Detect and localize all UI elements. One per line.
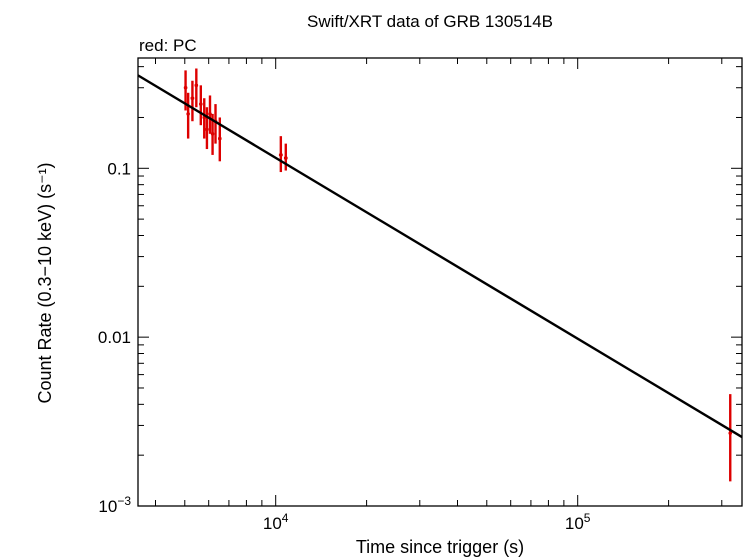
data-point	[210, 132, 215, 136]
data-point	[728, 431, 733, 435]
data-point	[199, 102, 203, 106]
fit-line	[137, 74, 743, 439]
axis-ticks	[138, 58, 742, 507]
chart-title: Swift/XRT data of GRB 130514B	[307, 12, 553, 31]
x-tick-label: 104	[263, 511, 289, 533]
plot-area	[137, 57, 743, 507]
x-axis-label: Time since trigger (s)	[356, 537, 524, 557]
data-point	[279, 153, 283, 157]
y-tick-label: 0.01	[98, 328, 131, 347]
axis-tick-labels: 104 105 0.1 0.01 10−3	[98, 159, 591, 533]
x-tick-label: 105	[565, 511, 591, 533]
data-point	[186, 112, 190, 116]
y-tick-label: 0.1	[107, 159, 131, 178]
data-point	[217, 136, 222, 141]
data-point	[190, 96, 195, 101]
data-point	[194, 83, 199, 88]
y-axis-label: Count Rate (0.3−10 keV) (s⁻¹)	[35, 162, 55, 403]
data-point	[205, 127, 209, 132]
data-point	[208, 112, 212, 116]
plot-frame	[137, 57, 743, 507]
data-point	[283, 156, 288, 160]
y-tick-label: 10−3	[98, 494, 131, 516]
data-point	[183, 85, 188, 90]
data-marks	[137, 68, 743, 482]
chart-subtitle: red: PC	[139, 36, 197, 55]
